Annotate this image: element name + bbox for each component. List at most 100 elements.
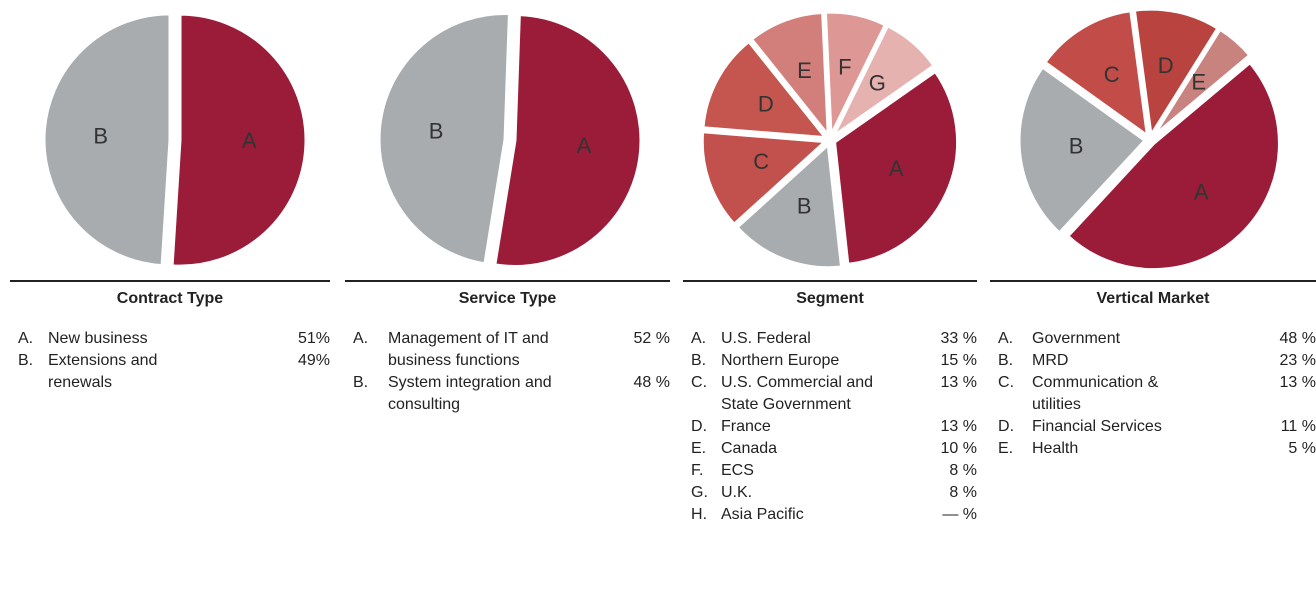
legend-row: HAsia Pacific — % [683, 504, 977, 526]
legend-row: ECanada 10 % [683, 438, 977, 460]
legend-value: 49% [297, 352, 330, 369]
legend-name: U.S. Commercial and State Government [721, 374, 874, 413]
pie-slice [823, 10, 888, 136]
legend-name: Government [1032, 330, 1121, 347]
slice-label: B [797, 194, 812, 219]
legend-row: EHealth 5 % [990, 438, 1316, 460]
legend-name: U.K. [721, 484, 753, 501]
legend-row: BSystem integration and consulting 48 % [345, 372, 670, 416]
chart-title: Service Type [458, 290, 557, 307]
legend-name: Financial Services [1032, 418, 1162, 435]
legend-name: System integration and consulting [388, 374, 552, 413]
legend-value: 52 % [633, 330, 670, 347]
legend-letter: C [683, 372, 721, 416]
legend-row: ANew business 51% [10, 328, 330, 350]
legend-value: 15 % [940, 352, 977, 369]
pie-slice [1065, 60, 1281, 272]
chart-title: Vertical Market [1096, 290, 1210, 307]
legend-name: Extensions and renewals [48, 352, 158, 391]
legend-name: U.S. Federal [721, 330, 811, 347]
legend-letter: D [990, 416, 1032, 438]
legend-row: GU.K. 8 % [683, 482, 977, 504]
legend-letter: B [345, 372, 388, 416]
slice-label: D [758, 92, 774, 117]
legend-name: MRD [1032, 352, 1069, 369]
legend-value: 13 % [940, 374, 977, 391]
pie-slice [1132, 7, 1220, 140]
legend-row: BExtensions and renewals 49% [10, 350, 330, 394]
legend-value: 51% [297, 330, 330, 347]
legend-name: Northern Europe [721, 352, 840, 369]
slice-label: F [838, 55, 851, 80]
pie-slice [701, 39, 829, 140]
slice-label: C [1104, 62, 1120, 87]
slice-label: B [93, 123, 108, 148]
legend-row: CU.S. Commercial and State Government 13 … [683, 372, 977, 416]
legend-row: CCommunication & utilities 13 % [990, 372, 1316, 416]
legend-row: AU.S. Federal 33 % [683, 328, 977, 350]
pie-slice [1152, 27, 1252, 138]
pie-slice [493, 13, 643, 268]
legend-value: 33 % [940, 330, 977, 347]
chart-title: Segment [796, 290, 864, 307]
pie-slice [377, 12, 511, 266]
legend-value: 13 % [1279, 374, 1316, 391]
legend-letter: H [683, 504, 721, 526]
legend-value: 48 % [1279, 330, 1316, 347]
slice-label: A [242, 128, 257, 153]
slice-label: A [889, 156, 904, 181]
pie-slice [170, 12, 308, 268]
legend-name: France [721, 418, 771, 435]
pie-slice [42, 12, 172, 268]
chart-title: Contract Type [116, 290, 224, 307]
legend-letter: B [10, 350, 48, 394]
legend-row: BMRD 23 % [990, 350, 1316, 372]
legend-letter: D [683, 416, 721, 438]
legend-letter: C [990, 372, 1032, 416]
slice-label: C [753, 149, 769, 174]
pie-slice [1042, 9, 1150, 139]
legend-column: Segment AU.S. Federal 33 % BNorthern Europe… [683, 280, 977, 526]
slice-label: E [797, 58, 812, 83]
legend-value: — % [942, 506, 977, 523]
slice-label: B [1069, 133, 1084, 158]
legend-letter: G [683, 482, 721, 504]
legend-letter: E [683, 438, 721, 460]
slice-label: A [577, 133, 592, 158]
pie-slice [749, 10, 830, 140]
pie-slice [1017, 65, 1148, 236]
legend-row: AManagement of IT and business functions… [345, 328, 670, 372]
pie-slice [832, 69, 960, 267]
legend-name: Canada [721, 440, 778, 457]
legend-name: Asia Pacific [721, 506, 804, 523]
legend-letter: B [990, 350, 1032, 372]
pie-slice [831, 23, 937, 138]
legend-letter: A [10, 328, 48, 350]
legend-letter: A [683, 328, 721, 350]
legend-value: 11 % [1280, 418, 1316, 435]
legend-name: ECS [721, 462, 754, 479]
legend-value: 8 % [949, 462, 977, 479]
legend-value: 5 % [1288, 440, 1316, 457]
legend-row: AGovernment 48 % [990, 328, 1316, 350]
legend-letter: A [990, 328, 1032, 350]
legend-letter: B [683, 350, 721, 372]
legend-row: DFrance 13 % [683, 416, 977, 438]
legend-column: Contract Type ANew business 51% BExtensions… [10, 280, 330, 394]
legend-row: DFinancial Services 11 % [990, 416, 1316, 438]
legend-value: 48 % [633, 374, 670, 391]
legend-name: Health [1032, 440, 1079, 457]
legend-value: 23 % [1279, 352, 1316, 369]
pie-slice [700, 130, 829, 227]
slice-label: B [429, 119, 444, 144]
pie-slice [734, 141, 844, 270]
legend-row: FECS 8 % [683, 460, 977, 482]
slice-label: E [1191, 70, 1206, 95]
legend-column: Service Type AManagement of IT and busine… [345, 280, 670, 416]
legend-name: Communication & utilities [1032, 374, 1159, 413]
legend-name: Management of IT and business functions [388, 330, 549, 369]
legend-value: 10 % [940, 440, 977, 457]
legend-name: New business [48, 330, 148, 347]
